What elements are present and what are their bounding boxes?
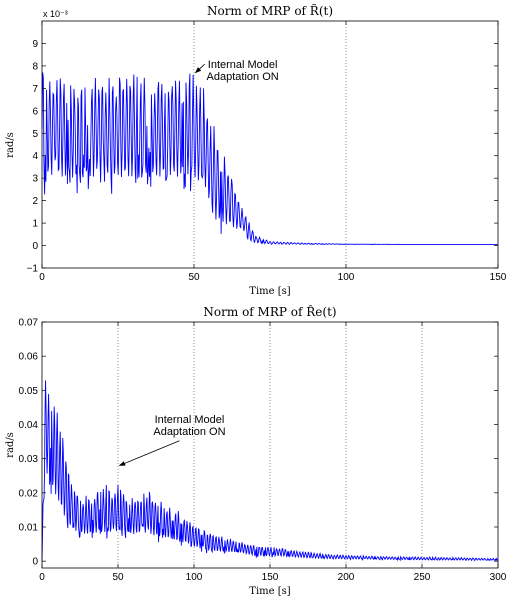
chart-bottom-series bbox=[41, 380, 499, 562]
chart-top-grid bbox=[193, 21, 347, 268]
y-tick-label: 7 bbox=[32, 84, 38, 95]
y-tick-label: 8 bbox=[32, 61, 38, 72]
y-tick-label: 9 bbox=[32, 39, 38, 50]
y-tick-label: 6 bbox=[32, 106, 38, 117]
x-tick-label: 150 bbox=[262, 572, 279, 583]
y-tick-label: 0.06 bbox=[19, 352, 39, 363]
y-tick-label: 0.01 bbox=[19, 523, 39, 534]
y-tick-label: 1 bbox=[32, 219, 38, 230]
y-tick-label: 3 bbox=[32, 174, 38, 185]
y-tick-label: 4 bbox=[32, 151, 38, 162]
y-tick-label: −1 bbox=[27, 264, 39, 275]
chart-bottom-ylabel: rad/s bbox=[5, 432, 16, 458]
y-tick-label: 0.07 bbox=[19, 318, 39, 329]
annotation-text: Adaptation ON bbox=[153, 426, 225, 438]
annotation-arrow bbox=[194, 63, 205, 74]
x-tick-label: 250 bbox=[414, 572, 431, 583]
chart-bottom-ticks: 0 50 100 150 200 250 300 0 0.01 0.02 0.03 0.04 0.05 0… bbox=[19, 318, 507, 584]
series-line bbox=[41, 380, 499, 562]
chart-top-ylabel: rad/s bbox=[5, 132, 16, 158]
chart-bottom: Norm of MRP of R̂e(t) 0 50 100 150 200 250 300… bbox=[5, 304, 507, 597]
y-tick-label: 5 bbox=[32, 129, 38, 140]
chart-bottom-grid bbox=[117, 322, 423, 568]
y-tick-label: 0.03 bbox=[19, 454, 39, 465]
chart-top-xlabel: Time [s] bbox=[249, 286, 290, 297]
annotation-arrow bbox=[118, 440, 180, 466]
x-tick-label: 150 bbox=[490, 272, 507, 283]
x-tick-label: 0 bbox=[39, 272, 45, 283]
x-tick-label: 100 bbox=[338, 272, 355, 283]
annotation-text: Internal Model bbox=[155, 414, 225, 426]
y-tick-label: 0.04 bbox=[19, 420, 39, 431]
y-tick-label: 0 bbox=[32, 557, 38, 568]
x-tick-label: 50 bbox=[188, 272, 200, 283]
y-tick-label: 0 bbox=[32, 241, 38, 252]
chart-top: Norm of MRP of R̃(t) x 10⁻³ 0 50 100 150−10… bbox=[5, 3, 507, 297]
y-tick-label: 0.05 bbox=[19, 386, 39, 397]
x-tick-label: 100 bbox=[186, 572, 203, 583]
y-tick-label: 2 bbox=[32, 196, 38, 207]
chart-top-axes-box bbox=[41, 20, 499, 269]
x-tick-label: 200 bbox=[338, 572, 355, 583]
y-tick-label: 0.02 bbox=[19, 488, 39, 499]
chart-top-series bbox=[41, 72, 498, 246]
chart-top-multiplier: x 10⁻³ bbox=[43, 9, 68, 19]
chart-bottom-title: Norm of MRP of R̂e(t) bbox=[203, 304, 336, 319]
x-tick-label: 300 bbox=[490, 572, 507, 583]
x-tick-label: 0 bbox=[39, 572, 45, 583]
chart-top-title: Norm of MRP of R̃(t) bbox=[207, 3, 333, 18]
chart-bottom-xlabel: Time [s] bbox=[249, 586, 290, 597]
annotation-text: Internal Model bbox=[208, 59, 278, 71]
series-line bbox=[41, 72, 498, 246]
annotation-text: Adaptation ON bbox=[207, 71, 279, 83]
x-tick-label: 50 bbox=[112, 572, 124, 583]
